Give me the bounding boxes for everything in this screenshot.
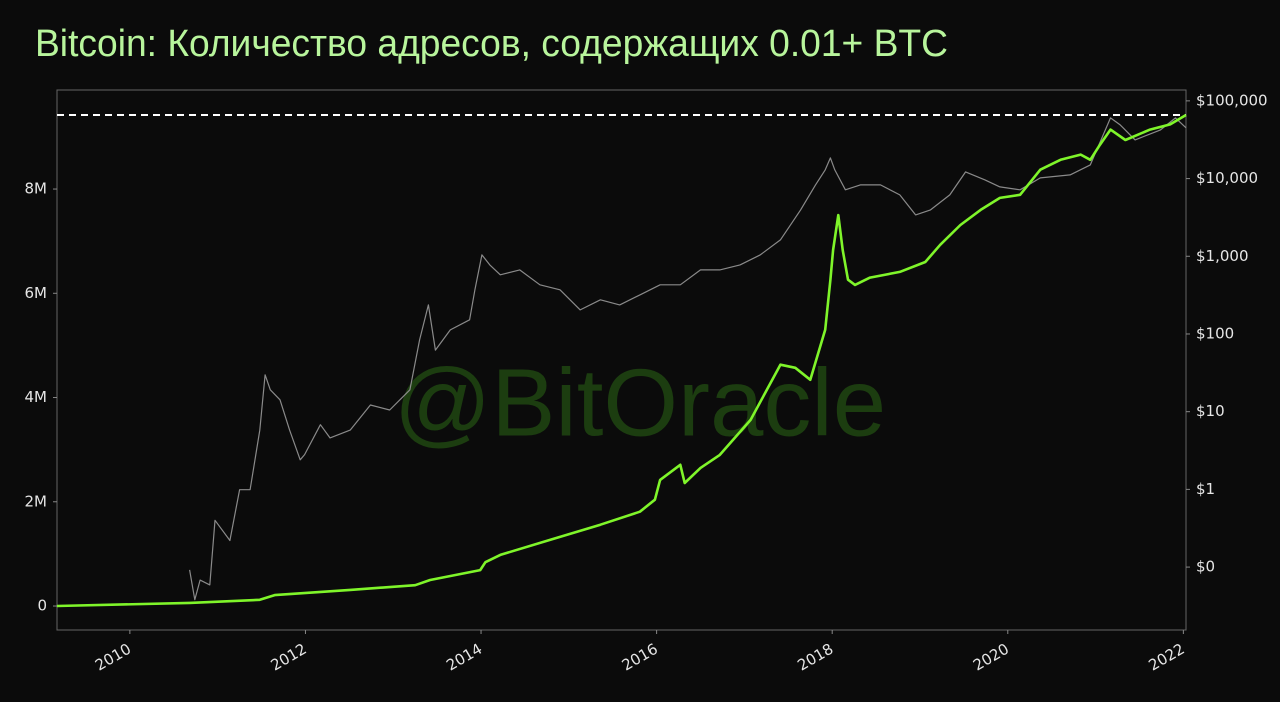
series-line (189, 117, 1187, 601)
y2-tick-label: $100 (1196, 324, 1234, 342)
y2-tick-label: $0 (1196, 558, 1215, 576)
y-tick-label: 4M (25, 388, 48, 406)
y-tick-label: 8M (25, 180, 48, 198)
y2-tick-label: $100,000 (1196, 91, 1268, 109)
y2-tick-label: $1 (1196, 480, 1215, 498)
y2-tick-label: $10,000 (1196, 169, 1258, 187)
y-tick-label: 0 (37, 597, 47, 615)
plot-frame (56, 89, 1187, 631)
watermark: @BitOracle (394, 349, 886, 456)
series-line (56, 113, 1187, 608)
y-tick-label: 6M (25, 284, 48, 302)
y2-tick-label: $1,000 (1196, 247, 1249, 265)
y2-tick-label: $10 (1196, 402, 1225, 420)
chart-title: Bitcoin: Количество адресов, содержащих … (35, 23, 948, 65)
y-tick-label: 2M (25, 492, 48, 510)
